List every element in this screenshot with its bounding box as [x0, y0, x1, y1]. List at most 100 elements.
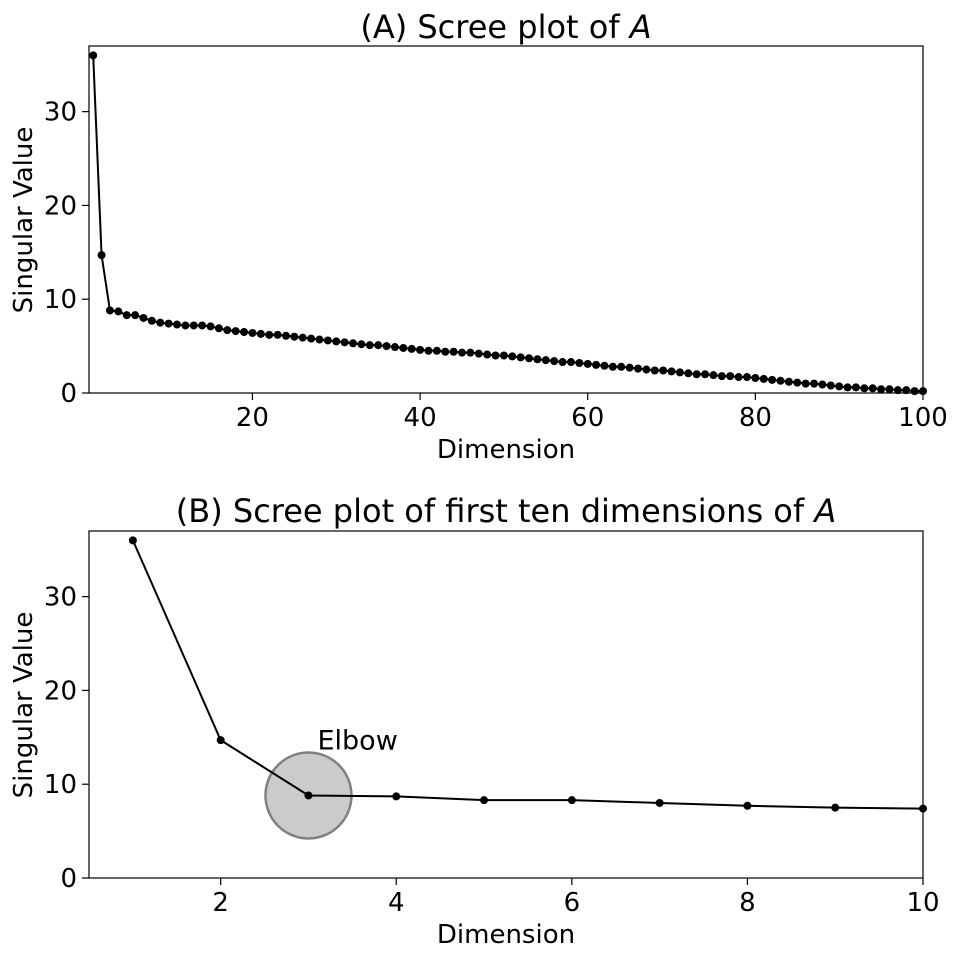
chart-a-data-point [893, 386, 902, 395]
chart-a-y-tick-label: 0 [60, 379, 77, 409]
chart-a-data-point [223, 326, 232, 335]
chart-a-data-point [240, 328, 249, 337]
chart-a-data-point [592, 360, 601, 369]
chart-b-elbow-label: Elbow [317, 725, 397, 756]
chart-a-data-point [89, 51, 98, 60]
chart-b-y-tick-label: 20 [44, 676, 77, 706]
chart-a-data-point [826, 381, 835, 390]
chart-a-data-point [424, 346, 433, 355]
chart-a-data-point [290, 332, 299, 341]
chart-a-scree-plot: (A) Scree plot of A 20 40 60 80 100 0 10 20 30 D… [9, 8, 948, 465]
chart-a-data-point [357, 340, 366, 349]
chart-a-data-point [315, 335, 324, 344]
chart-a-x-tick-label: 100 [898, 403, 948, 433]
chart-a-data-point [717, 372, 726, 381]
chart-a-data-point [692, 370, 701, 379]
chart-a-data-point [851, 383, 860, 392]
chart-a-data-point [843, 383, 852, 392]
chart-a-data-point [491, 351, 500, 360]
chart-a-y-tick-label: 10 [44, 285, 77, 315]
chart-b-axes-frame [88, 530, 924, 879]
chart-a-x-tick-label: 40 [404, 403, 437, 433]
chart-b-y-tick-label: 10 [44, 770, 77, 800]
chart-a-data-point [860, 384, 869, 393]
chart-a-data-point [566, 358, 575, 367]
chart-b-data-point [304, 791, 313, 800]
chart-a-data-point [340, 338, 349, 347]
chart-a-data-point [910, 387, 919, 396]
chart-a-data-point [474, 349, 483, 358]
chart-a-data-point [877, 385, 886, 394]
chart-a-title: (A) Scree plot of A [360, 8, 651, 46]
chart-a-data-point [131, 311, 140, 320]
chart-a-data-point [793, 378, 802, 387]
chart-a-data-point [499, 351, 508, 360]
chart-a-data-point [541, 356, 550, 365]
chart-a-data-point [575, 358, 584, 367]
chart-a-data-point [751, 373, 760, 382]
chart-a-data-point [583, 359, 592, 368]
chart-a-data-point [332, 337, 341, 346]
chart-a-data-point [382, 342, 391, 351]
chart-a-data-point [634, 364, 643, 373]
chart-a-data-point [281, 331, 290, 340]
chart-b-plot-area: 2 4 6 8 10 0 10 20 30 Elbow [44, 530, 940, 918]
chart-b-title: (B) Scree plot of first ten dimensions o… [176, 492, 836, 530]
chart-a-data-point [139, 313, 148, 322]
chart-a-data-point [810, 379, 819, 388]
chart-a-data-point [323, 336, 332, 345]
chart-b-data-point [743, 801, 752, 810]
chart-a-data-point [902, 386, 911, 395]
chart-a-data-point [919, 387, 927, 396]
chart-a-data-point [432, 346, 441, 355]
chart-b-x-axis-label: Dimension [437, 920, 575, 950]
chart-a-data-point [885, 385, 894, 394]
chart-a-data-point [675, 368, 684, 377]
chart-b-data-point [567, 796, 576, 805]
chart-a-data-point [801, 379, 810, 388]
chart-a-data-point [273, 330, 282, 339]
chart-a-data-point [508, 352, 517, 361]
chart-a-data-point [684, 369, 693, 378]
chart-a-data-point [156, 318, 165, 327]
chart-a-data-point [466, 348, 475, 357]
chart-a-plot-area: 20 40 60 80 100 0 10 20 30 [44, 45, 948, 433]
chart-a-data-point [659, 366, 668, 375]
chart-a-data-point [441, 347, 450, 356]
chart-a-data-point [97, 251, 106, 260]
chart-b-series-line [131, 539, 924, 810]
chart-a-data-point [835, 382, 844, 391]
chart-a-data-point [726, 372, 735, 381]
chart-a-data-point [114, 307, 123, 316]
chart-a-data-point [189, 321, 198, 330]
chart-a-data-point [231, 327, 240, 336]
chart-a-data-point [173, 320, 182, 329]
chart-a-data-point [298, 333, 307, 342]
chart-a-data-point [365, 341, 374, 350]
chart-a-y-axis-label: Singular Value [9, 127, 39, 314]
chart-b-scree-plot: (B) Scree plot of first ten dimensions o… [9, 492, 940, 950]
chart-a-data-point [650, 366, 659, 375]
chart-a-y-tick-label: 30 [44, 98, 77, 128]
chart-a-data-point [868, 384, 877, 393]
chart-a-data-point [776, 376, 785, 385]
chart-a-data-point [206, 322, 215, 331]
chart-a-data-point [818, 380, 827, 389]
chart-a-y-tick-label: 20 [44, 191, 77, 221]
chart-a-data-point [265, 330, 274, 339]
chart-a-data-point [449, 347, 458, 356]
chart-a-data-point [709, 371, 718, 380]
chart-b-x-tick-label: 8 [739, 888, 756, 918]
chart-b-data-point [831, 803, 840, 812]
chart-a-data-point [742, 373, 751, 382]
chart-b-x-tick-label: 10 [906, 888, 939, 918]
chart-b-y-tick-label: 30 [44, 583, 77, 613]
chart-b-x-tick-label: 6 [564, 888, 581, 918]
chart-a-data-point [248, 328, 257, 337]
chart-a-data-point [617, 362, 626, 371]
chart-a-x-tick-label: 20 [236, 403, 269, 433]
chart-a-x-tick-label: 60 [571, 403, 604, 433]
chart-a-data-point [390, 343, 399, 352]
chart-a-data-point [256, 329, 265, 338]
